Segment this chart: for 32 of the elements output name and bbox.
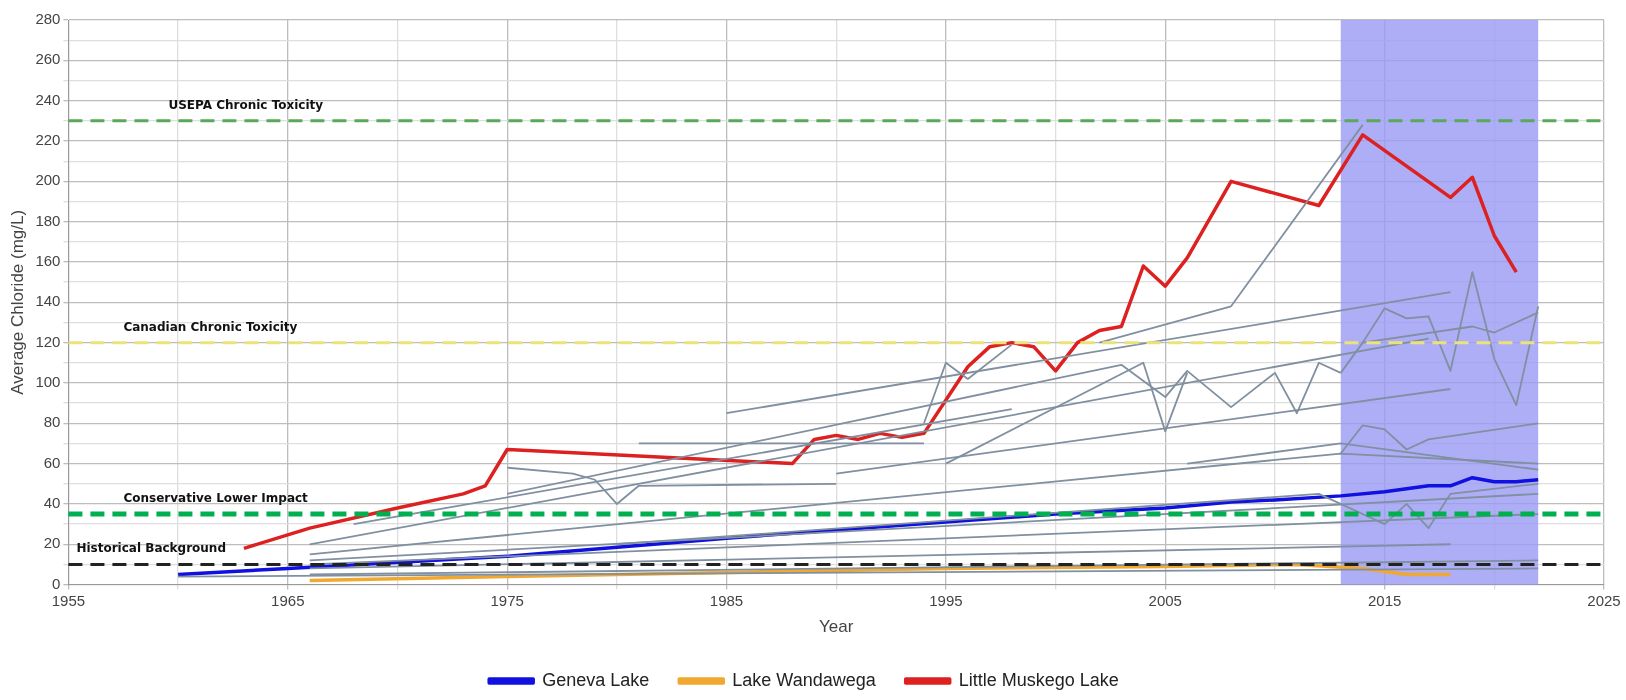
y-tick-label: 140 — [35, 292, 61, 310]
legend-label: Geneva Lake — [542, 669, 650, 690]
x-tick-label: 1965 — [271, 591, 305, 609]
y-tick-label: 80 — [43, 413, 61, 431]
y-tick-label: 240 — [35, 90, 61, 108]
x-tick-label: 2005 — [1148, 591, 1182, 609]
x-tick-label: 1985 — [709, 591, 744, 609]
x-tick-label: 2015 — [1367, 591, 1402, 609]
ref-line-label: USEPA Chronic Toxicity — [168, 97, 324, 112]
y-tick-label: 200 — [35, 171, 61, 189]
y-tick-label: 220 — [35, 131, 61, 149]
x-tick-label: 1975 — [490, 591, 524, 609]
y-tick-label: 120 — [35, 332, 61, 350]
y-tick-label: 20 — [43, 534, 61, 552]
legend-label: Lake Wandawega — [732, 669, 877, 690]
y-tick-label: 180 — [35, 211, 61, 229]
x-tick-label: 2025 — [1587, 591, 1621, 609]
legend-label: Little Muskego Lake — [958, 669, 1119, 690]
y-tick-label: 100 — [35, 373, 61, 391]
y-tick-label: 160 — [35, 252, 61, 270]
y-tick-label: 60 — [43, 453, 61, 471]
y-tick-label: 280 — [35, 10, 61, 28]
y-tick-label: 0 — [52, 574, 61, 592]
x-axis-title: Year — [819, 617, 854, 637]
y-axis-title: Average Chloride (mg/L) — [7, 209, 27, 395]
ref-line-label: Conservative Lower Impact — [123, 491, 309, 506]
ref-line-label: Historical Background — [76, 541, 226, 556]
x-tick-label: 1955 — [51, 591, 86, 609]
y-tick-label: 260 — [35, 50, 61, 68]
x-tick-label: 1995 — [929, 591, 963, 609]
ref-line-label: Canadian Chronic Toxicity — [123, 319, 298, 334]
y-tick-label: 40 — [43, 494, 61, 512]
